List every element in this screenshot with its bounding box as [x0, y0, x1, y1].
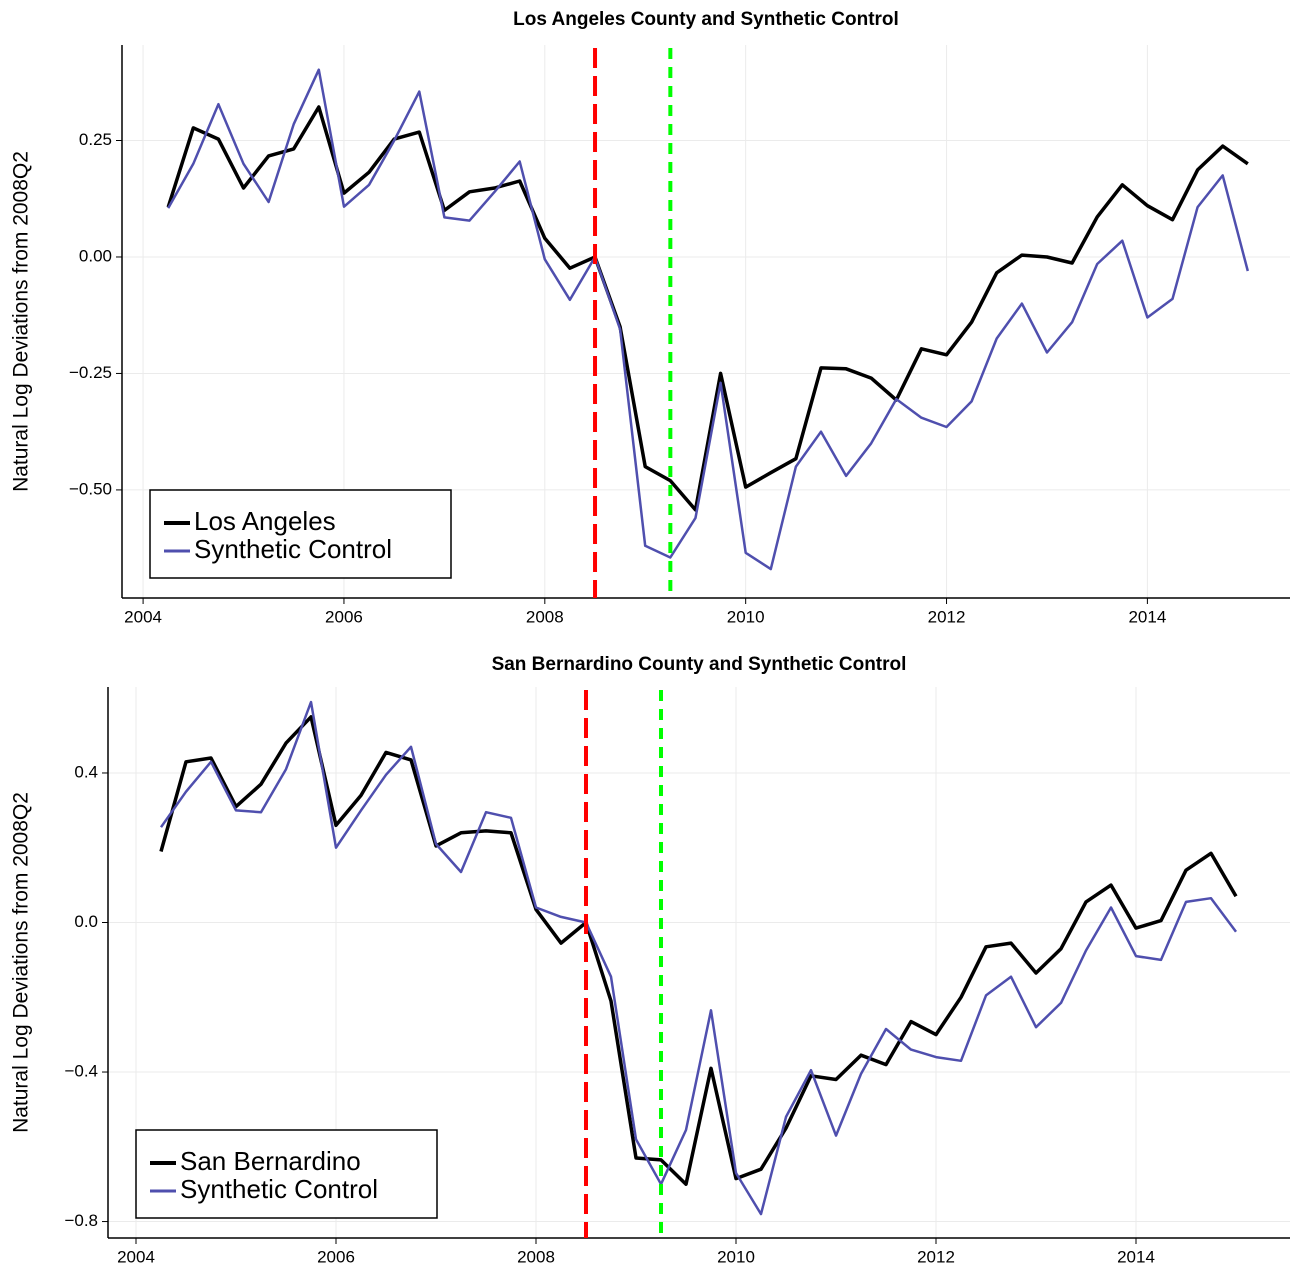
- y-tick-label: 0.00: [79, 246, 112, 265]
- x-tick-label: 2012: [917, 1247, 955, 1266]
- x-tick-label: 2014: [1128, 607, 1166, 626]
- x-tick-label: 2008: [526, 607, 564, 626]
- x-tick-label: 2004: [124, 607, 162, 626]
- x-tick-label: 2006: [325, 607, 363, 626]
- x-tick-label: 2010: [717, 1247, 755, 1266]
- y-tick-label: 0.0: [74, 912, 98, 931]
- x-tick-label: 2008: [517, 1247, 555, 1266]
- series-line: [159, 700, 1238, 1216]
- y-tick-label: −0.25: [69, 363, 112, 382]
- series-line: [159, 715, 1238, 1186]
- y-tick-label: −0.8: [64, 1211, 98, 1230]
- legend-label: Synthetic Control: [194, 534, 392, 564]
- y-tick-label: −0.50: [69, 479, 112, 498]
- y-tick-label: 0.25: [79, 130, 112, 149]
- chart-panel: San Bernardino County and Synthetic Cont…: [10, 654, 1290, 1266]
- y-tick-label: 0.4: [74, 762, 98, 781]
- y-axis-label: Natural Log Deviations from 2008Q2: [10, 792, 33, 1133]
- legend-box: [135, 1129, 438, 1219]
- x-tick-label: 2014: [1117, 1247, 1155, 1266]
- series-line: [166, 105, 1249, 512]
- legend-label: Synthetic Control: [180, 1174, 378, 1204]
- chart-title: Los Angeles County and Synthetic Control: [513, 9, 899, 30]
- chart-title: San Bernardino County and Synthetic Cont…: [492, 654, 907, 675]
- legend-label: Los Angeles: [194, 506, 336, 536]
- legend-box: [149, 489, 452, 579]
- y-tick-label: −0.4: [64, 1062, 98, 1081]
- y-axis-label: Natural Log Deviations from 2008Q2: [10, 151, 33, 492]
- x-tick-label: 2012: [928, 607, 966, 626]
- series-line: [167, 68, 1250, 571]
- chart-panel: Los Angeles County and Synthetic Control…: [10, 9, 1290, 626]
- legend-label: San Bernardino: [180, 1146, 361, 1176]
- x-tick-label: 2010: [727, 607, 765, 626]
- x-tick-label: 2004: [117, 1247, 155, 1266]
- x-tick-label: 2006: [317, 1247, 355, 1266]
